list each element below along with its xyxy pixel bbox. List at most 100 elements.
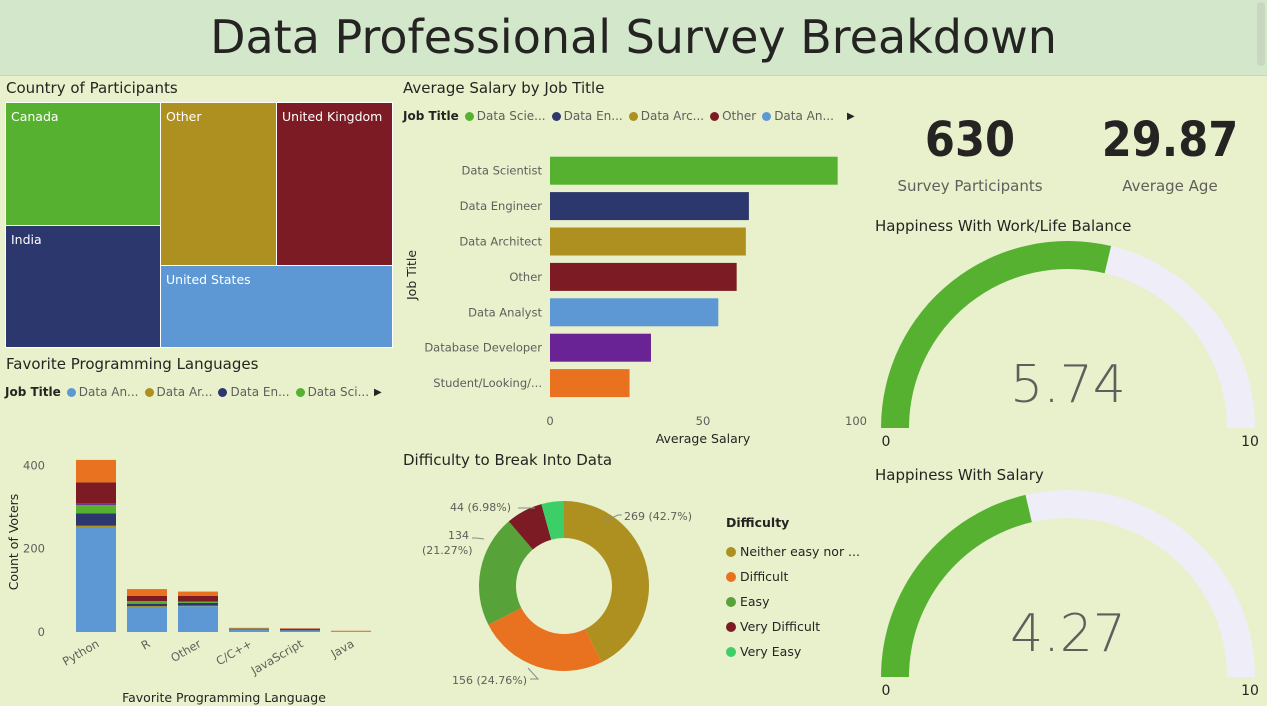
x-tick-label: Other (168, 636, 204, 665)
legend-item[interactable]: Very Easy (726, 639, 860, 664)
salary-bar[interactable] (550, 262, 737, 291)
data-label: 134 (448, 529, 469, 542)
stacked-bar-segment[interactable] (76, 525, 116, 527)
legend-item[interactable]: Neither easy nor ... (726, 539, 860, 564)
legend-dot (762, 111, 772, 121)
gauge-value: 4.27 (1010, 604, 1126, 664)
stacked-bar-segment[interactable] (127, 606, 167, 607)
stacked-bar-segment[interactable] (229, 629, 269, 633)
gauge-value: 5.74 (1010, 355, 1126, 415)
stacked-bar-segment[interactable] (178, 591, 218, 596)
stacked-bar-segment[interactable] (76, 513, 116, 526)
salary-bar[interactable] (550, 333, 651, 362)
legend-item[interactable]: Data En... (218, 385, 290, 399)
gauge-fill[interactable] (881, 494, 1032, 677)
y-tick-label: 0 (38, 625, 45, 639)
legend-item[interactable]: Very Difficult (726, 614, 860, 639)
stacked-bar-segment[interactable] (127, 601, 167, 604)
difficulty-chart: 269 (42.7%) 156 (24.76%) 134 (21.27%) 44 (6.… (422, 501, 692, 687)
legend-next-arrow-icon[interactable]: ▶ (374, 387, 382, 398)
stacked-bar-segment[interactable] (76, 504, 116, 514)
stacked-bar-segment[interactable] (127, 603, 167, 607)
stacked-bar-segment[interactable] (127, 607, 167, 632)
data-label: 269 (42.7%) (624, 510, 692, 523)
salary-bar[interactable] (550, 369, 630, 398)
stacked-bar-segment[interactable] (178, 595, 218, 602)
legend-item[interactable]: Data Scie... (464, 109, 546, 123)
gauge-wlb-chart: 5.74 0 10 (881, 240, 1259, 450)
legend-next-arrow-icon[interactable]: ▶ (847, 111, 855, 122)
salary-bar[interactable] (550, 227, 746, 256)
legend-label: Data En... (230, 385, 290, 399)
legend-label: Data Ar... (156, 385, 213, 399)
y-tick-label: Database Developer (424, 341, 542, 355)
x-tick-label: 0 (546, 414, 553, 428)
stacked-bar-segment[interactable] (76, 527, 116, 632)
legend-item[interactable]: Data An... (66, 385, 139, 399)
legend-label: Data An... (78, 385, 139, 399)
stacked-bar-segment[interactable] (280, 628, 320, 630)
gauge-min: 0 (882, 683, 891, 699)
salary-bar[interactable] (550, 156, 838, 185)
kpi-participants-label: Survey Participants (897, 177, 1043, 195)
languages-legend: Job Title Data An... Data Ar... Data En.… (5, 385, 375, 399)
y-tick-label: Student/Looking/... (433, 376, 542, 390)
y-tick-label: Data Analyst (468, 305, 542, 319)
y-tick-label: 400 (23, 458, 45, 472)
legend-item[interactable]: Data Sci... (295, 385, 369, 399)
legend-dot (628, 111, 638, 121)
x-tick-label: Python (60, 636, 102, 668)
legend-label: Data Scie... (476, 109, 546, 123)
stacked-bar-segment[interactable] (127, 589, 167, 596)
salary-bar[interactable] (550, 298, 719, 327)
stacked-bar-segment[interactable] (76, 459, 116, 483)
legend-item[interactable]: Difficult (726, 564, 860, 589)
stacked-bar-segment[interactable] (331, 631, 371, 632)
treemap-label: India (11, 232, 42, 247)
treemap-cell-other[interactable]: Other (160, 102, 277, 266)
stacked-bar-segment[interactable] (280, 630, 320, 632)
legend-item[interactable]: Data Arc... (628, 109, 705, 123)
donut-slice[interactable] (541, 501, 564, 540)
legend-label: Neither easy nor ... (740, 544, 860, 559)
stacked-bar-segment[interactable] (178, 602, 218, 606)
legend-item[interactable]: Data Ar... (144, 385, 213, 399)
treemap-cell-united-kingdom[interactable]: United Kingdom (276, 102, 393, 266)
x-axis-label: Favorite Programming Language (122, 690, 326, 705)
legend-item[interactable]: Easy (726, 589, 860, 614)
gauge-max: 10 (1241, 434, 1259, 450)
header-bar: Data Professional Survey Breakdown (0, 0, 1267, 76)
legend-label: Difficult (740, 569, 789, 584)
salary-title: Average Salary by Job Title (403, 79, 605, 97)
gauge-fill[interactable] (881, 240, 1112, 428)
donut-slice[interactable] (564, 501, 649, 663)
legend-label: Data Arc... (640, 109, 705, 123)
languages-title: Favorite Programming Languages (6, 355, 259, 373)
stacked-bar-segment[interactable] (127, 595, 167, 602)
donut-slice[interactable] (488, 607, 602, 671)
legend-dot (218, 387, 228, 397)
legend-item[interactable]: Data An... (762, 109, 834, 123)
donut-slice[interactable] (479, 521, 533, 625)
stacked-bar-segment[interactable] (178, 601, 218, 603)
donut-slice[interactable] (508, 504, 552, 550)
treemap-cell-united-states[interactable]: United States (160, 265, 393, 348)
treemap-cell-canada[interactable]: Canada (5, 102, 161, 226)
scrollbar[interactable] (1257, 2, 1265, 66)
gauge-salary-chart: 4.27 0 10 (881, 490, 1259, 699)
stacked-bar-segment[interactable] (76, 482, 116, 504)
treemap-cell-india[interactable]: India (5, 225, 161, 348)
x-axis-label: Average Salary (656, 431, 751, 446)
legend-item[interactable]: Data En... (551, 109, 623, 123)
stacked-bar-segment[interactable] (76, 503, 116, 505)
salary-legend: Job Title Data Scie... Data En... Data A… (403, 109, 840, 123)
stacked-bar-segment[interactable] (178, 606, 218, 632)
legend-item[interactable]: Other (710, 109, 756, 123)
legend-title: Job Title (5, 385, 61, 399)
leader-line (602, 514, 622, 523)
legend-dot (551, 111, 561, 121)
legend-dot (710, 111, 720, 121)
treemap-label: United Kingdom (282, 109, 383, 124)
salary-bar[interactable] (550, 192, 749, 221)
data-label: 156 (24.76%) (452, 674, 527, 687)
